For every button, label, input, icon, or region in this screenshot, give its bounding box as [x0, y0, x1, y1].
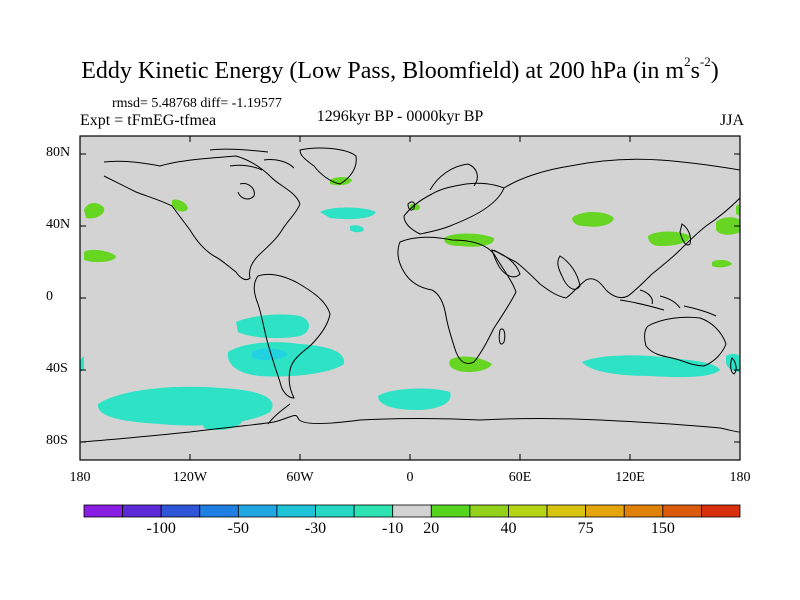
lat-tick-label: 80N — [46, 145, 71, 160]
colorbar-swatch — [160, 504, 201, 518]
anomaly-fields — [80, 177, 740, 430]
lon-tick-label: 0 — [406, 470, 414, 485]
coast-australia — [644, 316, 727, 367]
field-neg-south-pacific-core — [252, 348, 288, 361]
field-neg-north-atlantic-b — [350, 225, 364, 233]
lon-tick-label: 180 — [69, 470, 91, 485]
colorbar-label: -10 — [382, 520, 404, 537]
lat-tick-label: 40N — [46, 217, 71, 232]
lon-tick-label: 120E — [615, 470, 645, 485]
coast-africa — [397, 236, 517, 365]
field-neg-southern-pacific-edge — [80, 356, 84, 372]
coast-indonesia — [619, 289, 717, 317]
stats-text: rmsd= 5.48768 diff= -1.19577 — [112, 96, 282, 111]
colorbar-swatch — [701, 504, 741, 518]
lon-tick-label: 120W — [172, 470, 208, 485]
coast-india — [557, 255, 581, 290]
coast-arabia — [491, 249, 521, 278]
coast-north-america — [103, 155, 301, 281]
coast-scandinavia — [429, 163, 478, 191]
coast-japan — [679, 223, 691, 246]
lat-tick-label: 0 — [46, 289, 53, 304]
colorbar-swatch — [276, 504, 316, 518]
field-neg-south-pacific-a — [236, 314, 309, 339]
lon-tick-label: 180 — [729, 470, 751, 485]
lat-tick-label: 80S — [46, 433, 68, 448]
coast-greenland — [299, 147, 357, 185]
colorbar-label: 20 — [423, 520, 440, 537]
field-pos-pacific-20n — [84, 249, 116, 263]
colorbar-swatch — [122, 504, 162, 518]
colorbar-swatch — [585, 504, 625, 518]
colorbar-label: 150 — [650, 520, 675, 537]
experiment-label: Expt = tFmEG-tfmea — [80, 112, 217, 129]
field-pos-south-africa — [449, 356, 492, 372]
field-pos-mediterranean — [444, 233, 495, 247]
colorbar-swatch — [392, 504, 432, 518]
colorbar-swatch — [315, 504, 355, 518]
colorbar-swatch — [83, 504, 123, 518]
field-neg-south-pacific-d — [200, 414, 242, 430]
coast-south-america — [253, 273, 331, 399]
field-neg-south-atlantic — [378, 388, 451, 410]
coast-antarctica — [80, 415, 740, 443]
colorbar-swatch — [469, 504, 509, 518]
lon-tick-label: 60E — [508, 470, 532, 485]
period-label: 1296kyr BP - 0000kyr BP — [316, 108, 484, 125]
map-ticks — [79, 136, 741, 460]
colorbar-swatch — [662, 504, 702, 518]
coastlines — [80, 147, 740, 443]
colorbar-swatch — [546, 504, 587, 518]
field-pos-west-pacific — [716, 217, 740, 235]
colorbar-label: -30 — [304, 520, 327, 537]
lon-tick-label: 60W — [286, 470, 314, 485]
field-pos-central-asia — [572, 212, 614, 227]
colorbar-swatch — [199, 504, 239, 518]
coast-arctic-islands — [209, 148, 295, 171]
field-pos-northpacific — [84, 203, 105, 219]
colorbar-swatch — [508, 504, 548, 518]
lat-tick-label: 40S — [46, 361, 68, 376]
field-pos-east-asia — [648, 231, 690, 246]
colorbar-swatch — [430, 504, 471, 518]
coast-new-zealand — [730, 357, 737, 375]
colorbar-swatch — [353, 504, 394, 518]
colorbar-label: 40 — [500, 520, 517, 537]
coast-europe — [403, 182, 505, 235]
colorbar-label: -100 — [146, 520, 176, 537]
field-pos-greenland-sea — [410, 203, 420, 211]
field-pos-nw-america — [172, 199, 188, 212]
colorbar — [83, 504, 741, 518]
coast-asia — [493, 158, 740, 299]
colorbar-label: -50 — [227, 520, 249, 537]
colorbar-swatch — [623, 504, 664, 518]
chart-title: Eddy Kinetic Energy (Low Pass, Bloomfiel… — [81, 54, 719, 84]
field-pos-east-pacific — [712, 259, 732, 268]
coast-antarctic-peninsula — [267, 403, 291, 425]
coast-hudson-bay — [237, 183, 255, 200]
field-pos-pacific-edge — [736, 204, 740, 216]
field-neg-indian-ocean — [582, 355, 720, 378]
colorbar-label: 75 — [577, 520, 594, 537]
field-neg-north-atlantic — [320, 207, 376, 220]
colorbar-swatch — [237, 504, 278, 518]
coast-britain — [407, 201, 415, 211]
coast-madagascar — [498, 328, 506, 345]
season-label: JJA — [719, 112, 744, 129]
